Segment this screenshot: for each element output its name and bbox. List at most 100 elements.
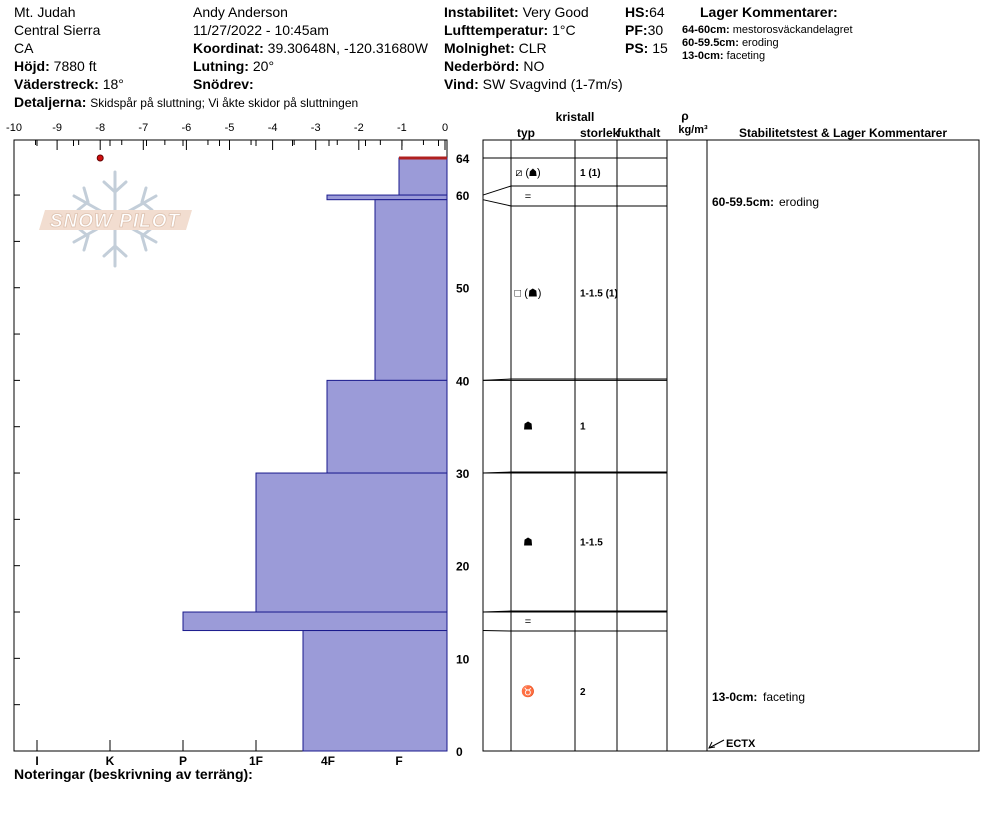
hardness-tick-label: 1F: [249, 754, 263, 768]
aspect-value: 18°: [102, 76, 124, 92]
wind-value: SW Svagvind (1-7m/s): [482, 76, 623, 92]
hs-label: HS:: [625, 4, 650, 20]
details-text: Skidspår på sluttning; Vi åkte skidor på…: [90, 96, 359, 110]
sky-label: Molnighet:: [444, 40, 515, 56]
logo-banner: [39, 210, 192, 230]
pf-label: PF:: [625, 22, 648, 38]
sky-row: Molnighet: CLR: [444, 40, 547, 56]
hardness-tick-label: K: [106, 754, 115, 768]
height-tick-label: 60: [456, 189, 470, 203]
drift-label: Snödrev:: [193, 76, 254, 92]
hardness-layer-bar: [255, 472, 448, 613]
layer-comment-range: 13-0cm:: [682, 50, 724, 62]
temperature-points: [96, 154, 104, 162]
mountain-range: Central Sierra: [14, 22, 101, 38]
stability-comment: 13-0cm: faceting: [712, 690, 805, 704]
precip-value: NO: [523, 58, 545, 74]
height-tick-label: 50: [456, 282, 470, 296]
temp-tick-label: -2: [354, 122, 364, 134]
ps-value: 15: [652, 40, 668, 56]
temp-tick-label: 0: [442, 122, 448, 134]
observer-name: Andy Anderson: [193, 4, 288, 20]
temperature-point: [96, 154, 104, 162]
stability-comment-range: 60-59.5cm:: [712, 195, 774, 209]
layer-comment-range: 60-59.5cm:: [682, 37, 739, 49]
slope-value: 20°: [252, 58, 275, 74]
logo-text: SNOW PILOT: [50, 211, 181, 232]
hardness-tick-label: I: [35, 754, 38, 768]
hardness-tick-label: P: [179, 754, 187, 768]
layer-comments-title: Lager Kommentarer:: [700, 4, 838, 20]
pf-row: PF:30: [625, 22, 663, 38]
grain-type-symbol: ⧄ (☗): [515, 167, 540, 179]
hardness-tick-label: 4F: [321, 754, 335, 768]
precip-label: Nederbörd:: [444, 58, 520, 74]
header-stability: Stabilitetstest & Lager Kommentarer: [739, 126, 947, 140]
elevation-value: 7880 ft: [53, 58, 97, 74]
grain-size: 1: [580, 422, 586, 433]
ectx-test-marker: ECTX: [708, 738, 756, 750]
header-density: kg/m³: [678, 124, 708, 136]
stability-comment: 60-59.5cm: eroding: [712, 195, 819, 209]
layer-table-frame: [482, 139, 980, 752]
airtemp-label: Lufttemperatur:: [444, 22, 549, 38]
ps-row: PS: 15: [625, 40, 668, 56]
notes-label: Noteringar (beskrivning av terräng):: [14, 766, 253, 782]
snowpilot-logo: SNOW PILOT: [39, 170, 192, 268]
header-typ: typ: [517, 126, 535, 140]
height-tick-label: 64: [456, 152, 470, 166]
grain-size: 1-1.5: [580, 538, 603, 549]
layer-comment: 64-60cm: mestorosväckandelagret: [682, 24, 853, 36]
temp-tick-label: -5: [225, 122, 235, 134]
coordinate-value: 39.30648N, -120.31680W: [267, 40, 428, 56]
sky-value: CLR: [518, 40, 547, 56]
observation-datetime: 11/27/2022 - 10:45am: [193, 22, 329, 38]
coordinate-label: Koordinat:: [193, 40, 264, 56]
ectx-arrowhead: [708, 741, 716, 749]
grain-type-symbol: □ (☗): [515, 288, 542, 300]
details-row: Detaljerna: Skidspår på sluttning; Vi åk…: [14, 94, 358, 110]
header-kristall: kristall: [556, 110, 595, 124]
layer-comment: 60-59.5cm: eroding: [682, 37, 779, 49]
temp-tick-label: -1: [397, 122, 407, 134]
height-tick-label: 10: [456, 652, 470, 666]
height-tick-label: 30: [456, 467, 470, 481]
temp-tick-label: -4: [268, 122, 278, 134]
hardness-tick-label: F: [395, 754, 402, 768]
row-connector: [482, 199, 512, 207]
elevation-label: Höjd:: [14, 58, 50, 74]
layer-table-rows: ⧄ (☗) 1 (1) = □ (☗) 1-1.5 (1) ☗ 1 ☗ 1-1.5 = ♉ 2: [482, 157, 667, 698]
hardness-layer-bar: [326, 194, 448, 201]
ectx-label: ECTX: [726, 738, 756, 750]
pf-value: 30: [647, 22, 664, 38]
wind-label: Vind:: [444, 76, 479, 92]
stability-value: Very Good: [522, 4, 589, 20]
hardness-layer-bar: [302, 630, 448, 752]
hardness-axis: I K P 1F 4F F: [35, 740, 403, 768]
layer-comment-range: 64-60cm:: [682, 24, 730, 36]
stability-label: Instabilitet:: [444, 4, 519, 20]
hardness-layer-bar: [182, 611, 448, 632]
temp-tick-label: -10: [6, 122, 22, 134]
grain-type-symbol: =: [525, 616, 531, 628]
details-label: Detaljerna:: [14, 94, 87, 110]
aspect-label: Väderstreck:: [14, 76, 99, 92]
table-column-lines: [510, 140, 708, 751]
layer-comment-text: eroding: [741, 37, 779, 49]
hs-value: 64: [649, 4, 665, 20]
slope-row: Lutning: 20°: [193, 58, 274, 74]
hardness-layers: [182, 156, 448, 752]
temp-tick-label: -3: [311, 122, 321, 134]
hardness-layer-bar: [326, 379, 448, 474]
stability-comment-text: eroding: [779, 195, 819, 209]
height-tick-label: 40: [456, 374, 470, 388]
temperature-axis: -10 -9 -8 -7 -6 -5 -4 -3 -2 -1 0: [6, 122, 448, 150]
grain-type-symbol: ☗: [523, 537, 533, 549]
height-tick-label: 20: [456, 560, 470, 574]
grain-size: 1 (1): [580, 168, 601, 179]
stability-row: Instabilitet: Very Good: [444, 4, 589, 20]
aspect-row: Väderstreck: 18°: [14, 76, 124, 92]
layer-comment-text: faceting: [726, 50, 766, 62]
grain-type-symbol: =: [525, 191, 531, 203]
